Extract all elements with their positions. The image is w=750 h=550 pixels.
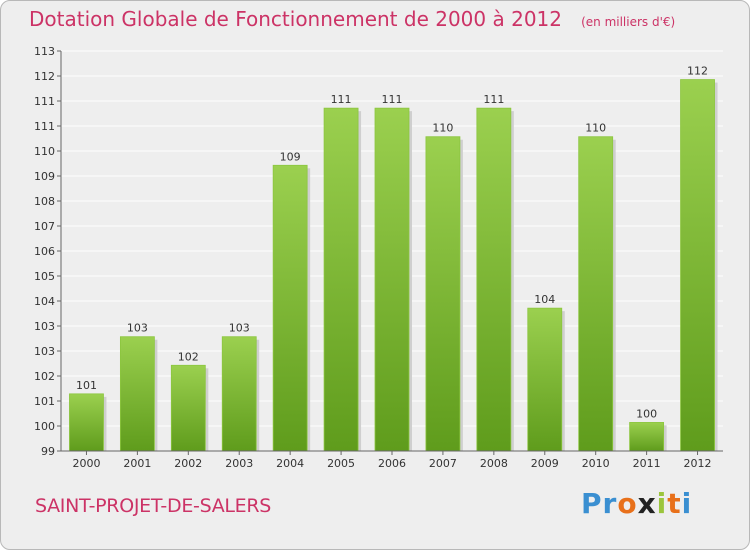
data-label: 111: [483, 93, 504, 106]
y-tick-label: 111: [34, 95, 55, 108]
y-tick-label: 110: [34, 145, 55, 158]
bar-2007: [425, 136, 461, 452]
y-tick-label: 109: [34, 170, 55, 183]
logo-letter: o: [617, 487, 638, 520]
bar-2012: [680, 79, 715, 452]
commune-name: SAINT-PROJET-DE-SALERS: [35, 495, 272, 517]
bar-2006: [374, 107, 410, 452]
x-tick-label: 2007: [429, 457, 457, 470]
bar-2001: [119, 336, 155, 452]
x-tick-label: 2011: [633, 457, 661, 470]
bar-2010: [578, 136, 614, 452]
data-label: 111: [382, 93, 403, 106]
data-label: 103: [229, 322, 250, 335]
data-label: 112: [687, 65, 708, 78]
data-label: 110: [585, 122, 606, 135]
logo-letter: i: [656, 487, 668, 520]
proxiti-logo: Proxiti: [581, 487, 692, 520]
data-label: 104: [534, 293, 555, 306]
y-tick-label: 101: [34, 395, 55, 408]
y-tick-label: 113: [34, 45, 55, 58]
logo-letter: i: [681, 487, 693, 520]
x-tick-label: 2000: [72, 457, 100, 470]
data-label: 100: [636, 407, 657, 420]
y-tick-label: 112: [34, 70, 55, 83]
chart-title-row: Dotation Globale de Fonctionnement de 20…: [29, 7, 675, 31]
x-tick-label: 2005: [327, 457, 355, 470]
bar-2003: [221, 336, 257, 452]
bar-2002: [170, 364, 206, 452]
y-tick-label: 103: [34, 345, 55, 358]
data-label: 102: [178, 350, 199, 363]
data-label: 110: [432, 122, 453, 135]
bar-2011: [629, 422, 665, 452]
chart-title: Dotation Globale de Fonctionnement de 20…: [29, 7, 562, 31]
logo-letter: r: [602, 487, 618, 520]
x-tick-label: 2004: [276, 457, 304, 470]
bar-2000: [69, 393, 104, 452]
bar-2005: [323, 107, 359, 452]
bar-2004: [272, 164, 308, 452]
bar-2009: [527, 307, 563, 452]
y-tick-label: 108: [34, 195, 55, 208]
x-tick-label: 2001: [123, 457, 151, 470]
x-tick-label: 2006: [378, 457, 406, 470]
data-label: 109: [280, 150, 301, 163]
data-label: 103: [127, 322, 148, 335]
x-tick-label: 2012: [684, 457, 712, 470]
y-tick-label: 103: [34, 320, 55, 333]
bar-2008: [476, 107, 512, 452]
logo-letter: t: [667, 487, 682, 520]
logo-letter: x: [637, 487, 657, 520]
y-tick-label: 100: [34, 420, 55, 433]
y-tick-label: 102: [34, 370, 55, 383]
x-tick-label: 2008: [480, 457, 508, 470]
y-tick-label: 107: [34, 220, 55, 233]
y-tick-label: 111: [34, 120, 55, 133]
x-tick-label: 2009: [531, 457, 559, 470]
unit-note: (en milliers d'€): [581, 15, 676, 29]
y-tick-label: 106: [34, 245, 55, 258]
x-tick-label: 2002: [174, 457, 202, 470]
x-tick-label: 2003: [225, 457, 253, 470]
data-label: 111: [331, 93, 352, 106]
logo-letter: P: [581, 487, 603, 520]
y-tick-label: 105: [34, 270, 55, 283]
y-tick-label: 99: [41, 445, 55, 458]
y-tick-label: 104: [34, 295, 55, 308]
x-tick-label: 2010: [582, 457, 610, 470]
data-label: 101: [76, 379, 97, 392]
